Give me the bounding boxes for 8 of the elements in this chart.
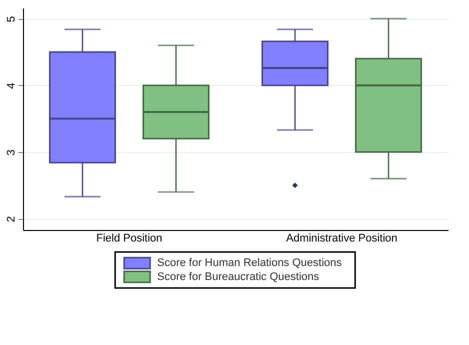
- legend-label: Score for Bureaucratic Questions: [157, 270, 320, 283]
- y-tick-label: 2: [6, 216, 18, 222]
- x-tick-label: Field Position: [96, 232, 162, 244]
- y-tick-label: 3: [6, 149, 18, 156]
- y-tick-label: 4: [6, 82, 18, 89]
- y-tick-label: 5: [6, 16, 18, 22]
- legend-label: Score for Human Relations Questions: [157, 257, 342, 270]
- x-tick-label: Administrative Position: [286, 232, 398, 244]
